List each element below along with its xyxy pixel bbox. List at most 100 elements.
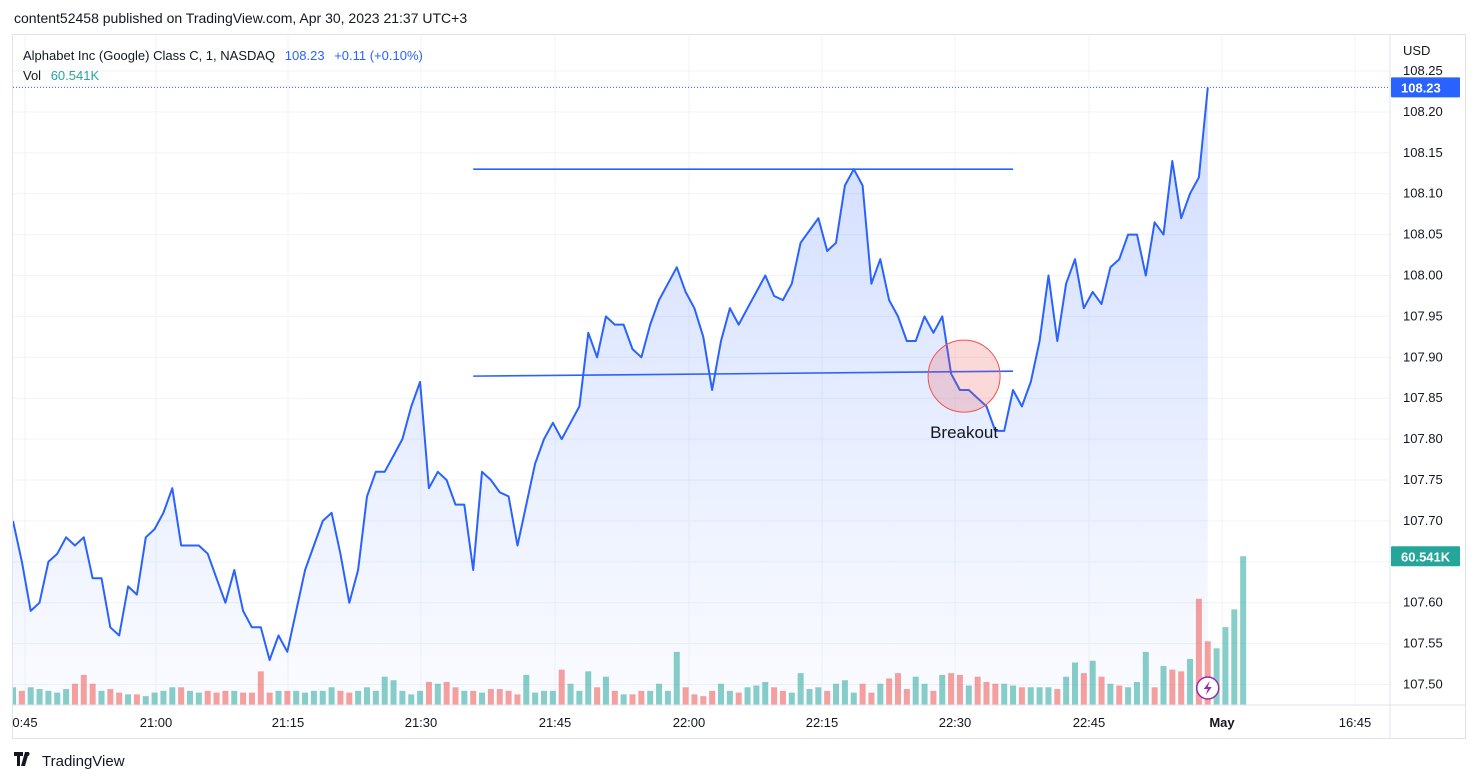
volume-bar: [629, 694, 636, 705]
volume-bar: [1133, 681, 1140, 705]
volume-bar: [541, 690, 547, 705]
volume-bar: [346, 692, 353, 705]
volume-bar: [257, 671, 264, 705]
volume-bar: [204, 690, 211, 705]
volume-bar: [1178, 671, 1185, 705]
volume-value: 60.541K: [50, 68, 100, 83]
volume-bar: [89, 683, 96, 705]
x-tick-label: 21:15: [272, 715, 305, 730]
price-change: +0.11 (+0.10%): [334, 48, 423, 63]
volume-bar: [372, 690, 379, 705]
volume-bar: [532, 692, 539, 705]
volume-bar: [1169, 669, 1176, 705]
volume-bar: [549, 690, 556, 705]
volume-bar: [13, 687, 16, 705]
tradingview-logo-icon: [14, 748, 36, 771]
volume-bar: [302, 692, 309, 705]
volume-bar: [1142, 651, 1149, 705]
volume-bar: [771, 687, 778, 705]
volume-bar: [691, 694, 698, 705]
lightning-glyph: [1203, 681, 1212, 695]
volume-bar: [160, 690, 167, 705]
volume-bar: [284, 690, 291, 705]
volume-bar: [1089, 660, 1096, 705]
y-tick-label: 108.10: [1403, 186, 1443, 201]
published-header: content52458 published on TradingView.co…: [14, 10, 468, 26]
volume-bar: [877, 683, 884, 705]
volume-bar: [850, 692, 857, 705]
y-tick-label: 107.95: [1403, 308, 1443, 323]
volume-bar: [753, 685, 760, 705]
x-tick-label: 22:15: [806, 715, 839, 730]
volume-bar: [452, 687, 459, 705]
volume-badge-bg: [1391, 546, 1460, 567]
volume-bar: [788, 692, 795, 705]
y-tick-label: 108.25: [1403, 63, 1443, 78]
y-tick-label: 107.55: [1403, 636, 1443, 651]
volume-bar: [930, 690, 937, 705]
volume-bar: [293, 690, 300, 705]
volume-bar: [390, 680, 397, 705]
volume-bar: [1204, 641, 1211, 705]
y-tick-label: 108.00: [1403, 268, 1443, 283]
volume-bar: [275, 690, 282, 705]
y-tick-label: 107.90: [1403, 349, 1443, 364]
volume-bar: [833, 683, 840, 705]
x-tick-label: 16:45: [1339, 715, 1372, 730]
volume-bar: [602, 676, 609, 705]
y-tick-label: 108.20: [1403, 104, 1443, 119]
breakout-circle[interactable]: [927, 339, 1001, 413]
volume-bar: [169, 687, 176, 705]
x-tick-label: 22:45: [1073, 715, 1106, 730]
volume-bar: [1213, 648, 1220, 705]
volume-bar: [1151, 687, 1158, 705]
footer-brand[interactable]: TradingView: [14, 748, 125, 771]
volume-bar: [487, 689, 494, 705]
volume-bar: [107, 689, 114, 705]
price-area-fill: [13, 87, 1208, 705]
volume-bar: [479, 692, 486, 705]
volume-bar: [992, 683, 999, 705]
y-tick-label: 107.70: [1403, 513, 1443, 528]
volume-bar: [337, 690, 344, 705]
volume-bar: [133, 694, 140, 705]
volume-bar: [328, 687, 335, 705]
volume-bar: [824, 690, 831, 705]
x-tick-label: 22:30: [939, 715, 972, 730]
volume-bar: [1195, 598, 1202, 705]
x-tick-label: 21:45: [539, 715, 572, 730]
volume-bar: [1125, 687, 1132, 705]
volume-bar: [195, 692, 202, 705]
volume-bar: [1036, 687, 1043, 705]
volume-bar: [364, 687, 370, 705]
volume-bar: [248, 692, 255, 705]
volume-bar: [187, 690, 193, 705]
volume-bar: [434, 683, 441, 705]
volume-bar: [222, 690, 229, 705]
volume-bar: [974, 676, 981, 705]
volume-bar: [213, 692, 220, 705]
volume-bar: [965, 685, 972, 705]
volume-bar: [558, 669, 565, 705]
volume-bar: [841, 680, 848, 705]
y-tick-label: 107.80: [1403, 431, 1443, 446]
volume-bar: [1187, 658, 1194, 705]
volume-bar: [417, 690, 424, 705]
support-line[interactable]: [473, 370, 1014, 377]
volume-badge: 60.541K: [1401, 549, 1451, 564]
volume-bar: [718, 683, 724, 705]
volume-bar: [240, 692, 247, 705]
volume-bar: [36, 689, 43, 705]
volume-bar: [1231, 609, 1238, 705]
y-tick-label: 108.05: [1403, 227, 1443, 242]
volume-bar: [726, 690, 733, 705]
volume-bar: [461, 690, 468, 705]
volume-bar: [656, 683, 663, 705]
volume-bar: [381, 676, 388, 705]
volume-bar: [576, 690, 583, 705]
volume-bar: [1027, 687, 1034, 705]
volume-bar: [470, 690, 477, 705]
volume-bar: [859, 683, 866, 705]
volume-bar: [585, 671, 592, 705]
